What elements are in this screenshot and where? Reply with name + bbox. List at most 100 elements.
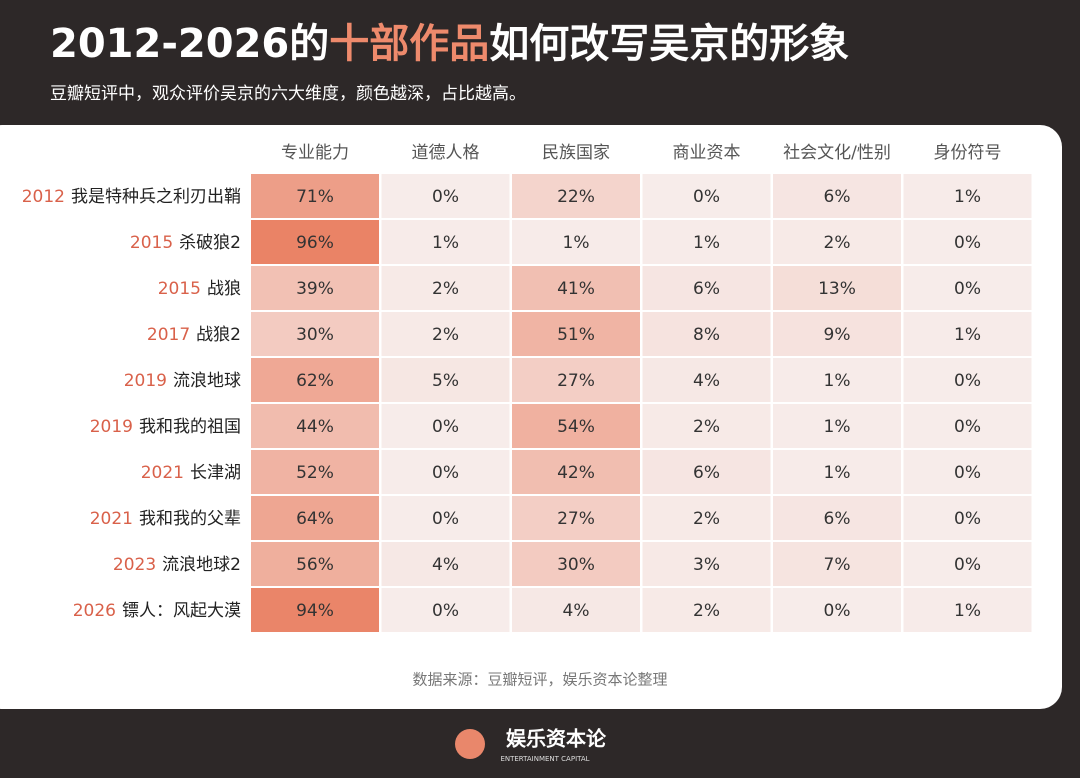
cell-label: 44% [296, 417, 334, 437]
cell-label: 62% [296, 371, 334, 391]
cell [642, 542, 771, 586]
row-label: 2017 战狼2 [147, 325, 241, 345]
row-label: 2019 流浪地球 [124, 371, 241, 391]
cell [512, 358, 640, 402]
cell-label: 1% [824, 371, 851, 391]
cell-label: 51% [557, 325, 595, 345]
cell-label: 1% [954, 601, 981, 621]
row-year: 2021 [90, 509, 133, 529]
cell-label: 2% [432, 325, 459, 345]
title-part: 十部作品 [329, 21, 489, 67]
row-title: 流浪地球2 [162, 555, 241, 575]
row-year: 2017 [147, 325, 190, 345]
cell [512, 404, 640, 448]
row-year: 2015 [130, 233, 173, 253]
cell [251, 588, 379, 632]
cell-label: 0% [432, 601, 459, 621]
cell-label: 94% [296, 601, 334, 621]
cell [381, 266, 510, 310]
cell-label: 6% [693, 279, 720, 299]
cell [381, 588, 510, 632]
cell-label: 0% [954, 555, 981, 575]
cell-label: 27% [557, 509, 595, 529]
column-header: 身份符号 [934, 143, 1002, 163]
cell [903, 266, 1032, 310]
row-title: 镖人：风起大漠 [122, 601, 241, 621]
cell [381, 358, 510, 402]
cell [773, 358, 901, 402]
cell-label: 96% [296, 233, 334, 253]
cell [642, 588, 771, 632]
cell-label: 64% [296, 509, 334, 529]
row-year: 2019 [90, 417, 133, 437]
chart-title: 2012-2026的十部作品如何改写吴京的形象 [50, 21, 849, 67]
cell [903, 312, 1032, 356]
cell [251, 220, 379, 264]
cell-label: 42% [557, 463, 595, 483]
subtitle: 豆瓣短评中，观众评价吴京的六大维度，颜色越深，占比越高。 [50, 84, 526, 104]
cell [642, 266, 771, 310]
cell-label: 1% [432, 233, 459, 253]
row-label: 2021 我和我的父辈 [90, 509, 241, 529]
cell-label: 0% [954, 371, 981, 391]
cell-label: 8% [693, 325, 720, 345]
cell [381, 450, 510, 494]
cell-label: 0% [954, 233, 981, 253]
cell-label: 0% [954, 463, 981, 483]
cell [512, 450, 640, 494]
cell-label: 0% [824, 601, 851, 621]
cell [773, 312, 901, 356]
title-part: 2012-2026的 [50, 21, 329, 67]
cell-label: 1% [824, 463, 851, 483]
cell [381, 404, 510, 448]
cell-label: 13% [818, 279, 856, 299]
cell-label: 52% [296, 463, 334, 483]
cell [251, 404, 379, 448]
cell [903, 220, 1032, 264]
row-title: 杀破狼2 [179, 233, 241, 253]
row-year: 2021 [141, 463, 184, 483]
cell [773, 450, 901, 494]
row-year: 2023 [113, 555, 156, 575]
cell-label: 2% [693, 417, 720, 437]
row-label: 2015 杀破狼2 [130, 233, 241, 253]
row-title: 我是特种兵之利刃出鞘 [71, 187, 241, 207]
cell-label: 0% [954, 279, 981, 299]
logo: 娱乐资本论 [506, 727, 607, 751]
cell-label: 41% [557, 279, 595, 299]
cell-label: 6% [824, 509, 851, 529]
cell-label: 1% [563, 233, 590, 253]
cell [903, 358, 1032, 402]
cell-label: 30% [557, 555, 595, 575]
row-label: 2021 长津湖 [141, 463, 241, 483]
cell-label: 1% [954, 187, 981, 207]
cell-label: 1% [954, 325, 981, 345]
row-title: 战狼2 [196, 325, 241, 345]
cell-label: 9% [824, 325, 851, 345]
cell-label: 56% [296, 555, 334, 575]
cell [642, 174, 771, 218]
cell [251, 312, 379, 356]
cell-label: 0% [954, 417, 981, 437]
cell-label: 30% [296, 325, 334, 345]
cell [773, 220, 901, 264]
cell [512, 312, 640, 356]
cell [642, 404, 771, 448]
cell-label: 3% [693, 555, 720, 575]
cell-label: 6% [693, 463, 720, 483]
logo-subtitle: ENTERTAINMENT CAPITAL [500, 755, 589, 763]
cell-label: 27% [557, 371, 595, 391]
column-header: 专业能力 [281, 143, 349, 163]
cell [251, 266, 379, 310]
cell-label: 0% [432, 417, 459, 437]
column-header: 民族国家 [542, 143, 610, 163]
cell-label: 39% [296, 279, 334, 299]
cell-label: 5% [432, 371, 459, 391]
cell-label: 7% [824, 555, 851, 575]
row-title: 战狼 [207, 279, 241, 299]
cell [381, 220, 510, 264]
cell-label: 4% [693, 371, 720, 391]
row-title: 流浪地球 [173, 371, 241, 391]
cell-label: 2% [693, 601, 720, 621]
